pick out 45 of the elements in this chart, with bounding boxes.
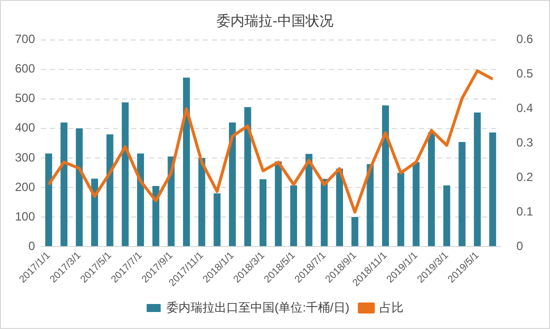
y2-tick-label: 0 — [516, 238, 524, 253]
bar — [412, 162, 420, 246]
bar — [474, 112, 481, 246]
bar — [76, 128, 83, 246]
bar — [489, 132, 496, 246]
y2-tick-label: 0.2 — [516, 170, 534, 184]
bar — [122, 102, 129, 246]
bar — [214, 193, 221, 246]
bar — [137, 154, 144, 246]
bar — [91, 178, 98, 246]
y-tick-label: 300 — [14, 150, 36, 164]
bar — [458, 142, 466, 246]
y2-tick-label: 0.4 — [516, 101, 534, 116]
bar — [306, 154, 312, 246]
bar — [443, 185, 450, 246]
bar — [106, 134, 114, 246]
y-tick-label: 500 — [14, 91, 36, 106]
bar — [274, 162, 282, 246]
legend-label: 委内瑞拉出口至中国(单位:千桶/日) — [166, 300, 350, 314]
bar — [244, 107, 252, 246]
y-tick-label: 200 — [14, 180, 36, 194]
bar — [45, 154, 52, 246]
bar — [183, 78, 190, 246]
bar — [397, 172, 404, 246]
bar — [382, 105, 389, 246]
bar — [336, 168, 344, 246]
chart-title: 委内瑞拉-中国状况 — [216, 12, 334, 28]
y-tick-label: 700 — [14, 32, 36, 46]
bar — [60, 122, 68, 246]
y-tick-label: 100 — [14, 209, 36, 224]
y2-tick-label: 0.1 — [516, 204, 534, 218]
y2-tick-label: 0.5 — [516, 66, 534, 81]
bar — [152, 186, 160, 246]
bar — [228, 122, 236, 246]
y2-tick-label: 0.6 — [516, 32, 534, 46]
bar — [260, 179, 266, 246]
legend-label: 占比 — [379, 300, 404, 314]
y-tick-label: 600 — [14, 62, 36, 76]
bar — [351, 217, 358, 246]
y-tick-label: 0 — [28, 238, 36, 253]
bar — [428, 132, 435, 246]
y2-tick-label: 0.3 — [516, 136, 534, 150]
bar — [290, 185, 298, 246]
y-tick-label: 400 — [14, 120, 36, 135]
bar — [366, 164, 374, 246]
